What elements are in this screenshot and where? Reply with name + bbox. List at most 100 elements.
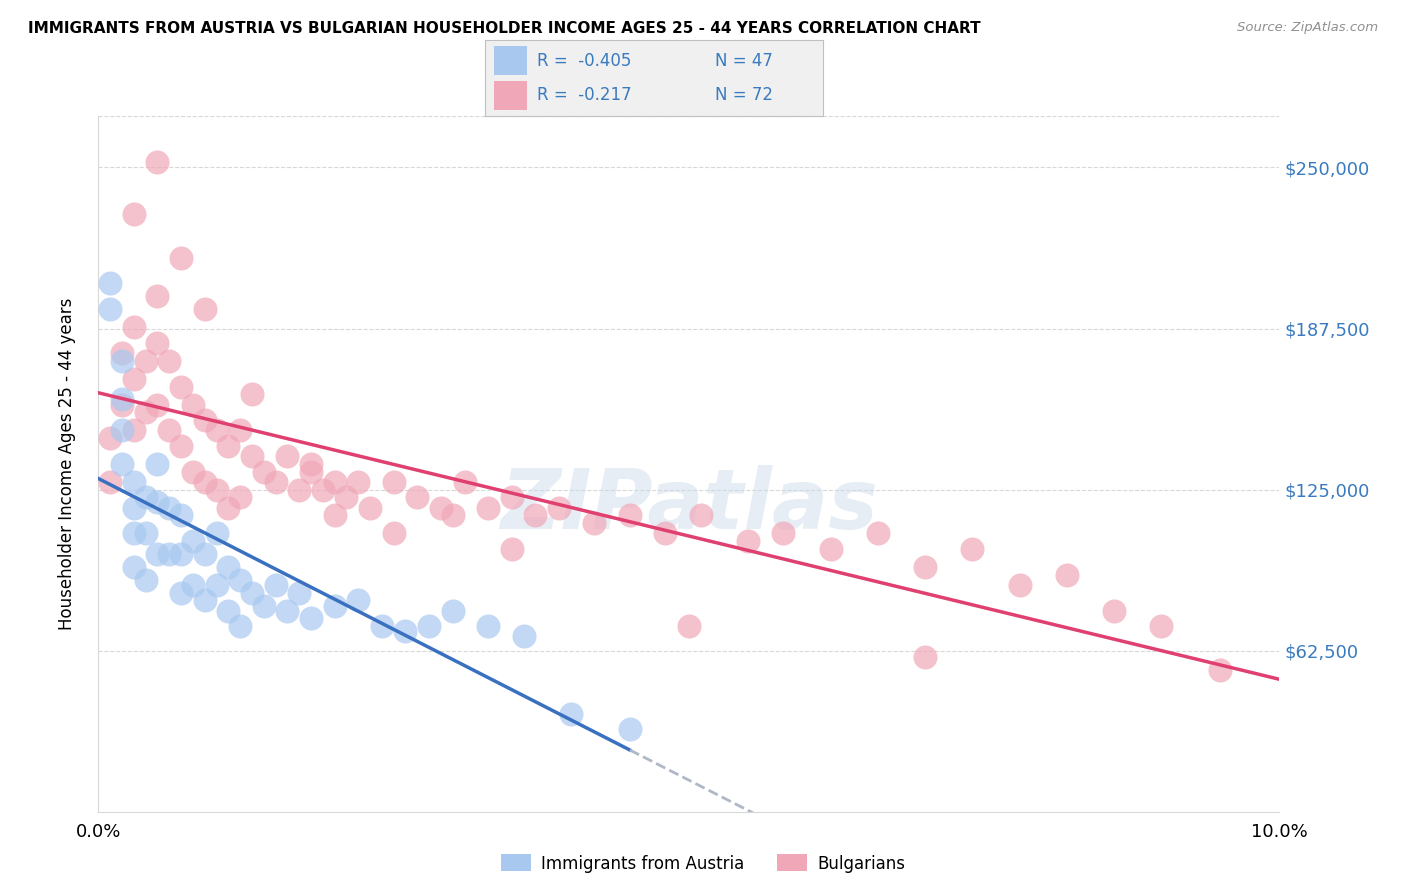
Point <box>441 604 464 618</box>
Point <box>619 508 641 523</box>
Point <box>111 457 134 471</box>
Point <box>170 508 193 523</box>
Point <box>335 491 357 505</box>
Point <box>205 423 228 437</box>
Point <box>477 500 499 515</box>
Point <box>157 423 180 437</box>
Text: R =  -0.217: R = -0.217 <box>537 87 633 104</box>
Point <box>98 277 121 291</box>
Point <box>583 516 606 530</box>
Point <box>394 624 416 639</box>
Point <box>229 423 252 437</box>
Y-axis label: Householder Income Ages 25 - 44 years: Householder Income Ages 25 - 44 years <box>58 298 76 630</box>
Point <box>1008 578 1031 592</box>
Point <box>181 534 204 549</box>
Point <box>229 573 252 587</box>
Point <box>146 457 169 471</box>
Point <box>146 398 169 412</box>
Point <box>347 593 370 607</box>
Point <box>501 541 523 556</box>
Point <box>524 508 547 523</box>
Point <box>406 491 429 505</box>
Point <box>240 449 263 463</box>
Point <box>654 526 676 541</box>
Point <box>299 465 322 479</box>
Point <box>1056 567 1078 582</box>
Point <box>264 475 287 489</box>
Point <box>170 251 193 265</box>
Point <box>501 491 523 505</box>
Point <box>229 619 252 633</box>
Point <box>1102 604 1125 618</box>
Point <box>1209 663 1232 677</box>
Point <box>122 207 145 221</box>
Point <box>122 372 145 386</box>
Point <box>512 630 534 644</box>
Text: ZIPatlas: ZIPatlas <box>501 465 877 546</box>
Point <box>122 560 145 574</box>
Point <box>560 706 582 721</box>
Point <box>962 541 984 556</box>
Point <box>135 573 157 587</box>
Point <box>441 508 464 523</box>
Point <box>111 353 134 368</box>
Point <box>111 346 134 360</box>
Text: N = 72: N = 72 <box>714 87 772 104</box>
Point <box>111 392 134 407</box>
Point <box>111 398 134 412</box>
Text: R =  -0.405: R = -0.405 <box>537 52 631 70</box>
Point <box>111 423 134 437</box>
Point <box>170 585 193 599</box>
Point <box>299 457 322 471</box>
Point <box>122 423 145 437</box>
Point <box>914 560 936 574</box>
Point <box>371 619 394 633</box>
Point <box>146 547 169 561</box>
Point <box>276 449 298 463</box>
Point <box>264 578 287 592</box>
Point <box>288 585 311 599</box>
Point <box>122 526 145 541</box>
Point <box>157 500 180 515</box>
Point <box>170 379 193 393</box>
Point <box>98 431 121 445</box>
Point <box>323 599 346 613</box>
Point <box>772 526 794 541</box>
Point <box>170 547 193 561</box>
Point <box>135 526 157 541</box>
Point <box>737 534 759 549</box>
Point <box>689 508 711 523</box>
Point <box>240 387 263 401</box>
Point <box>619 723 641 737</box>
Point <box>194 413 217 427</box>
Text: IMMIGRANTS FROM AUSTRIA VS BULGARIAN HOUSEHOLDER INCOME AGES 25 - 44 YEARS CORRE: IMMIGRANTS FROM AUSTRIA VS BULGARIAN HOU… <box>28 21 981 36</box>
Point <box>170 439 193 453</box>
Point <box>678 619 700 633</box>
Point <box>347 475 370 489</box>
Bar <box>494 46 527 75</box>
Text: Source: ZipAtlas.com: Source: ZipAtlas.com <box>1237 21 1378 34</box>
Point <box>418 619 440 633</box>
Point <box>98 302 121 317</box>
Point <box>146 335 169 350</box>
Point <box>253 465 276 479</box>
Point <box>181 465 204 479</box>
Point <box>135 353 157 368</box>
Point <box>359 500 381 515</box>
Point <box>217 560 239 574</box>
Point <box>194 547 217 561</box>
Point <box>205 526 228 541</box>
Point <box>240 585 263 599</box>
Point <box>323 475 346 489</box>
Bar <box>494 81 527 110</box>
Point <box>382 475 405 489</box>
Point <box>288 483 311 497</box>
Point <box>820 541 842 556</box>
Point <box>122 320 145 334</box>
Point <box>382 526 405 541</box>
Point <box>122 500 145 515</box>
Point <box>194 475 217 489</box>
Point <box>135 405 157 419</box>
Point <box>217 604 239 618</box>
Point <box>146 155 169 169</box>
